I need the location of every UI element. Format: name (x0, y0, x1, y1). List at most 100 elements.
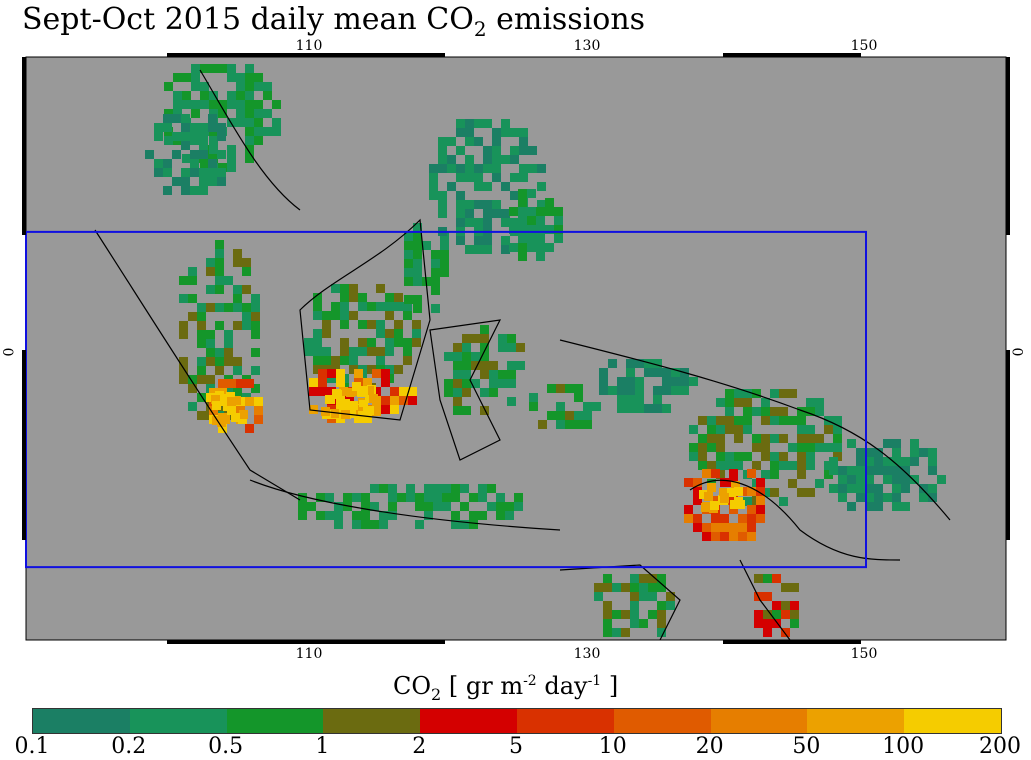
emission-cell (781, 610, 790, 619)
emission-cell (200, 100, 209, 109)
emission-cell (403, 302, 412, 311)
emission-cell (738, 514, 747, 523)
emission-cell (478, 493, 487, 502)
emission-cell (480, 406, 489, 415)
emission-cell (251, 348, 260, 357)
emission-cell (415, 520, 424, 529)
emission-cell (298, 502, 307, 511)
emission-cell (626, 404, 635, 413)
emission-cell (272, 100, 281, 109)
coastline (559, 339, 951, 521)
emission-cell (404, 277, 413, 286)
emission-cell (227, 100, 236, 109)
emission-cell (224, 330, 233, 339)
emission-cell (527, 225, 536, 234)
emission-cell (397, 493, 406, 502)
emission-cell (199, 150, 208, 159)
emission-cell (318, 378, 327, 387)
emission-cell (565, 411, 574, 420)
emission-cell (707, 434, 716, 443)
emission-cell (644, 404, 653, 413)
emission-cell (209, 100, 218, 109)
emission-cell (313, 365, 322, 374)
emission-cell (172, 114, 181, 123)
emission-cell (181, 186, 190, 195)
emission-cell (471, 361, 480, 370)
emission-cell (190, 123, 199, 132)
emission-cell (438, 137, 447, 146)
emission-cell (725, 452, 734, 461)
emission-cell (514, 502, 523, 511)
emission-cell (254, 109, 263, 118)
emission-cell (621, 628, 630, 637)
emission-cell (489, 361, 498, 370)
emission-cell (824, 425, 833, 434)
emission-cell (451, 493, 460, 502)
emission-cell (716, 443, 725, 452)
emission-cell (763, 574, 772, 583)
emission-cell (412, 338, 421, 347)
emission-cell (716, 434, 725, 443)
emission-cell (747, 505, 756, 514)
emission-cell (874, 466, 883, 475)
frame-segment (1006, 57, 1010, 235)
emission-cell (298, 493, 307, 502)
emission-cell (181, 123, 190, 132)
emission-cell (390, 405, 399, 414)
emission-cell (385, 311, 394, 320)
emission-cell (752, 389, 761, 398)
emission-cell (462, 379, 471, 388)
emission-cell (507, 379, 516, 388)
emission-cell (245, 82, 254, 91)
emission-cell (460, 520, 469, 529)
emission-cell (754, 619, 763, 628)
emission-cell (381, 369, 390, 378)
emission-cell (206, 285, 215, 294)
emission-cell (206, 375, 215, 384)
emission-cell (206, 330, 215, 339)
emission-cell (465, 137, 474, 146)
coastline (199, 69, 301, 211)
emission-cell (599, 368, 608, 377)
emission-cell (626, 386, 635, 395)
emission-cell (340, 293, 349, 302)
emission-cell (200, 64, 209, 73)
emission-cell (752, 461, 761, 470)
emission-cell (505, 502, 514, 511)
emission-cell (752, 407, 761, 416)
emission-cell (612, 628, 621, 637)
emission-cell (221, 415, 230, 424)
emission-cell (429, 164, 438, 173)
emission-cell (349, 356, 358, 365)
colorbar-swatch (323, 709, 421, 733)
emission-cell (797, 407, 806, 416)
emission-cell (910, 475, 919, 484)
emission-cell (806, 443, 815, 452)
emission-cell (318, 369, 327, 378)
emission-cell (565, 384, 574, 393)
emission-cell (856, 493, 865, 502)
emission-cell (519, 137, 528, 146)
emission-cell (206, 258, 215, 267)
emission-cell (429, 173, 438, 182)
emission-cell (772, 619, 781, 628)
emission-cell (336, 414, 345, 423)
emission-cell (227, 64, 236, 73)
emission-cell (501, 128, 510, 137)
emission-cell (592, 402, 601, 411)
emission-cell (340, 284, 349, 293)
emission-cell (492, 155, 501, 164)
emission-cell (313, 293, 322, 302)
emission-cell (465, 128, 474, 137)
emission-cell (492, 200, 501, 209)
emission-cell (734, 487, 743, 496)
emission-cell (671, 386, 680, 395)
emission-cell (734, 398, 743, 407)
emission-cell (797, 425, 806, 434)
emission-cell (797, 470, 806, 479)
emission-cell (199, 132, 208, 141)
emission-cell (215, 276, 224, 285)
emission-cell (164, 82, 173, 91)
emission-cell (242, 303, 251, 312)
emission-cell (413, 295, 422, 304)
